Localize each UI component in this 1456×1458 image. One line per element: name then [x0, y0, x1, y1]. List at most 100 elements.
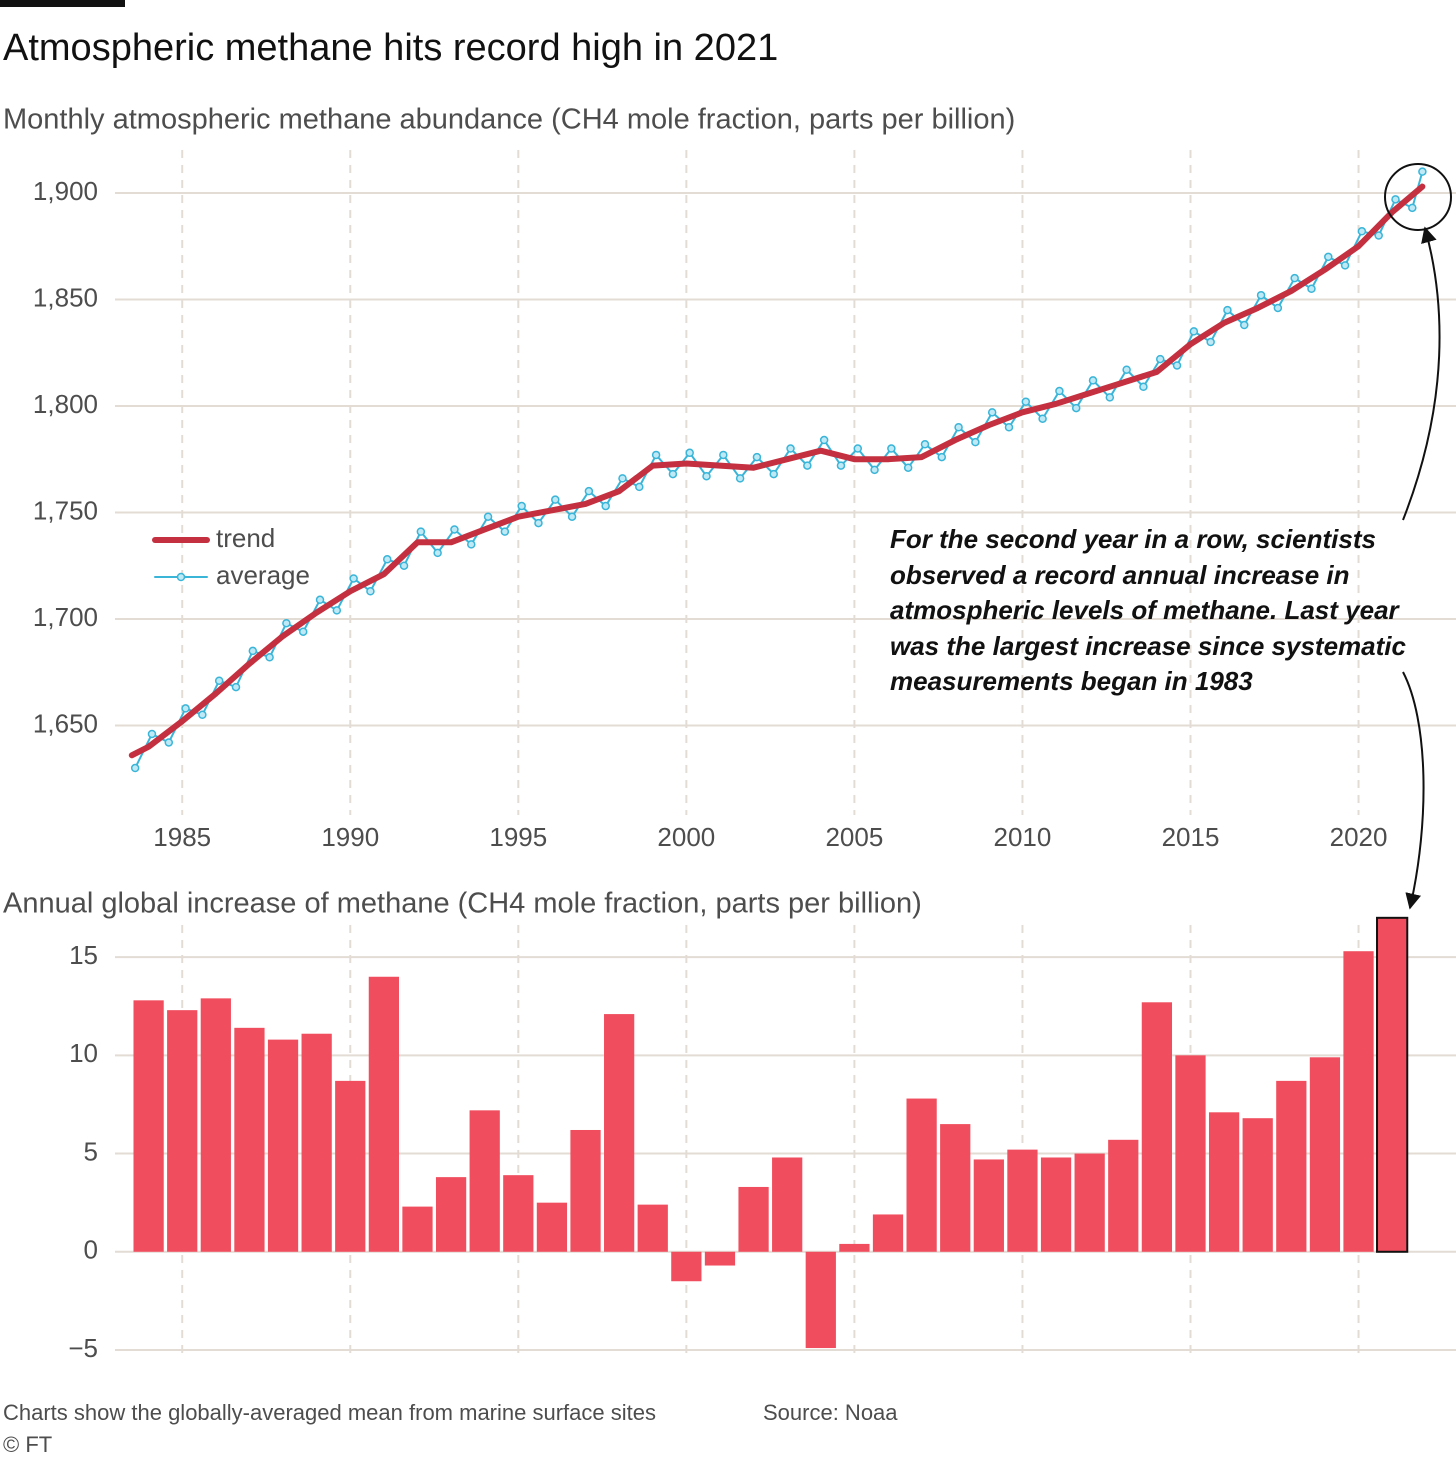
- point: [702, 471, 711, 481]
- bar: [1175, 1055, 1206, 1252]
- point: [399, 561, 409, 570]
- bar: [1276, 1080, 1307, 1252]
- point: [887, 444, 896, 453]
- copyright: © FT: [3, 1432, 52, 1457]
- x-tick-label: 2005: [825, 822, 883, 852]
- bar: [234, 1027, 265, 1252]
- point: [467, 540, 476, 549]
- y-tick-label: 5: [84, 1136, 98, 1166]
- point: [1340, 261, 1350, 270]
- point: [987, 408, 997, 417]
- point: [819, 435, 829, 445]
- point: [298, 627, 308, 636]
- point: [1223, 305, 1232, 315]
- bar: [973, 1159, 1004, 1252]
- point: [130, 763, 140, 773]
- point: [416, 527, 426, 536]
- bar: [267, 1039, 299, 1252]
- point: [282, 618, 291, 628]
- trend-line: [128, 183, 1426, 759]
- point: [1290, 273, 1299, 283]
- point: [1122, 365, 1131, 374]
- source: Source: Noaa: [763, 1400, 898, 1425]
- bar: [906, 1098, 937, 1252]
- point: [1105, 393, 1115, 402]
- point: [366, 587, 375, 596]
- point: [1038, 414, 1047, 423]
- point: [1374, 231, 1383, 240]
- point: [450, 525, 459, 534]
- y-tick-label: 10: [69, 1038, 98, 1068]
- point: [668, 469, 678, 479]
- y-tick-label: 15: [69, 940, 98, 970]
- point: [483, 512, 493, 521]
- bar: [872, 1214, 904, 1252]
- point: [265, 653, 274, 662]
- bar: [1074, 1153, 1105, 1252]
- bar: [1007, 1149, 1038, 1252]
- point: [584, 486, 594, 496]
- point: [601, 501, 610, 511]
- chart-subtitle: Monthly atmospheric methane abundance (C…: [3, 104, 1015, 136]
- point: [1324, 252, 1333, 262]
- bar: [1242, 1118, 1273, 1252]
- bar: [200, 998, 231, 1252]
- point: [752, 452, 762, 462]
- point: [500, 527, 510, 536]
- arrow: [1402, 226, 1441, 521]
- point: [517, 501, 526, 511]
- point: [147, 729, 157, 739]
- legend-marker: [176, 572, 186, 582]
- bar: [738, 1186, 769, 1252]
- y-tick-label: 0: [84, 1235, 98, 1265]
- bar: [704, 1251, 736, 1266]
- bar: [1343, 951, 1374, 1252]
- highlight-circle: [1384, 163, 1452, 231]
- bar: [772, 1157, 803, 1252]
- point: [332, 606, 342, 615]
- point: [870, 465, 879, 475]
- point: [534, 518, 543, 528]
- point: [920, 440, 930, 449]
- bar: [637, 1204, 668, 1252]
- bar: [604, 1014, 635, 1252]
- bar: [940, 1124, 971, 1252]
- footnote: Charts show the globally-averaged mean f…: [3, 1400, 656, 1425]
- point: [971, 437, 980, 447]
- chart-subtitle: Annual global increase of methane (CH4 m…: [3, 888, 922, 920]
- bar: [1376, 916, 1409, 1253]
- point: [1139, 382, 1148, 392]
- point: [651, 450, 661, 460]
- point: [248, 646, 258, 656]
- point: [635, 482, 644, 492]
- point: [551, 495, 560, 504]
- bar: [335, 1080, 366, 1252]
- point: [1357, 227, 1367, 236]
- point: [1088, 376, 1098, 385]
- point: [685, 448, 694, 458]
- point: [1256, 290, 1266, 300]
- point: [1408, 203, 1417, 213]
- point: [1055, 386, 1064, 396]
- bar: [536, 1202, 568, 1252]
- bar: [133, 1000, 164, 1252]
- point: [181, 704, 190, 713]
- bar: [368, 976, 399, 1252]
- annotation: For the second year in a row, scientists…: [890, 524, 1406, 696]
- point: [1189, 327, 1199, 336]
- bar: [839, 1243, 870, 1252]
- point: [214, 676, 224, 685]
- point: [853, 444, 863, 453]
- bar: [469, 1110, 500, 1252]
- y-tick-label: 1,650: [33, 708, 98, 738]
- point: [1307, 284, 1316, 294]
- point: [382, 555, 392, 564]
- bar: [1208, 1112, 1240, 1252]
- x-tick-label: 2000: [657, 822, 715, 852]
- y-tick-label: −5: [68, 1333, 98, 1363]
- point: [1004, 423, 1014, 432]
- bar: [167, 1010, 198, 1252]
- x-tick-label: 2010: [994, 822, 1052, 852]
